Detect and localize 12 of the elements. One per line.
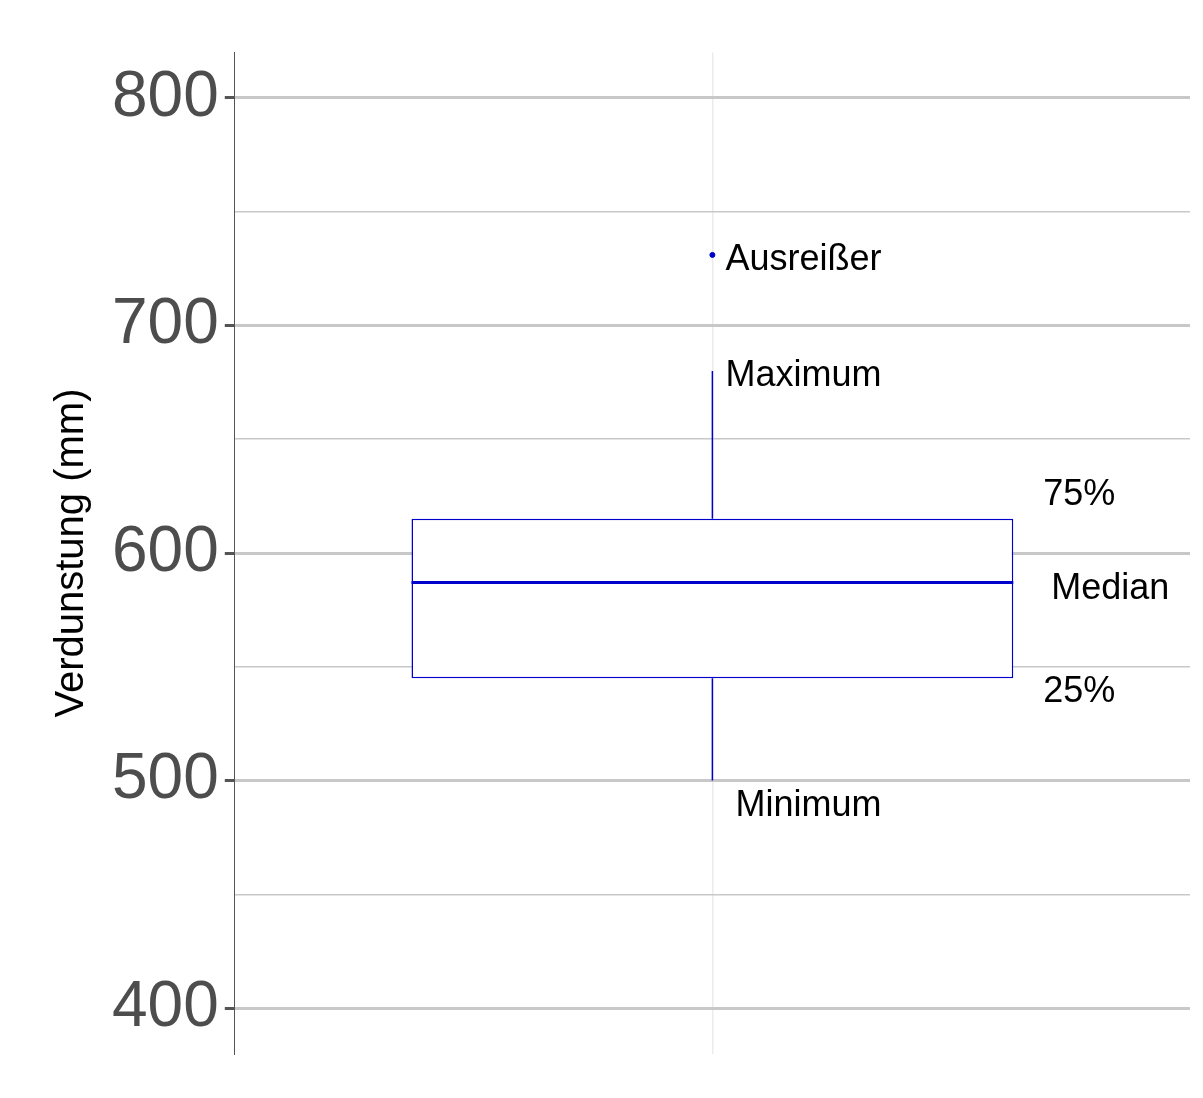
annotation: Median [1051, 565, 1170, 607]
y-tick-label: 500 [112, 740, 219, 813]
annotation: Ausreißer [725, 236, 882, 278]
y-tick-label: 600 [112, 512, 219, 585]
annotation: Maximum [725, 352, 882, 394]
y-axis-title: Verdunstung (mm) [47, 388, 92, 718]
y-tick-label: 400 [112, 967, 219, 1040]
annotation: Minimum [735, 783, 882, 825]
annotation: 75% [1043, 471, 1116, 513]
y-tick-label: 700 [112, 285, 219, 358]
y-tick-label: 800 [112, 57, 219, 130]
annotation: 25% [1043, 669, 1116, 711]
